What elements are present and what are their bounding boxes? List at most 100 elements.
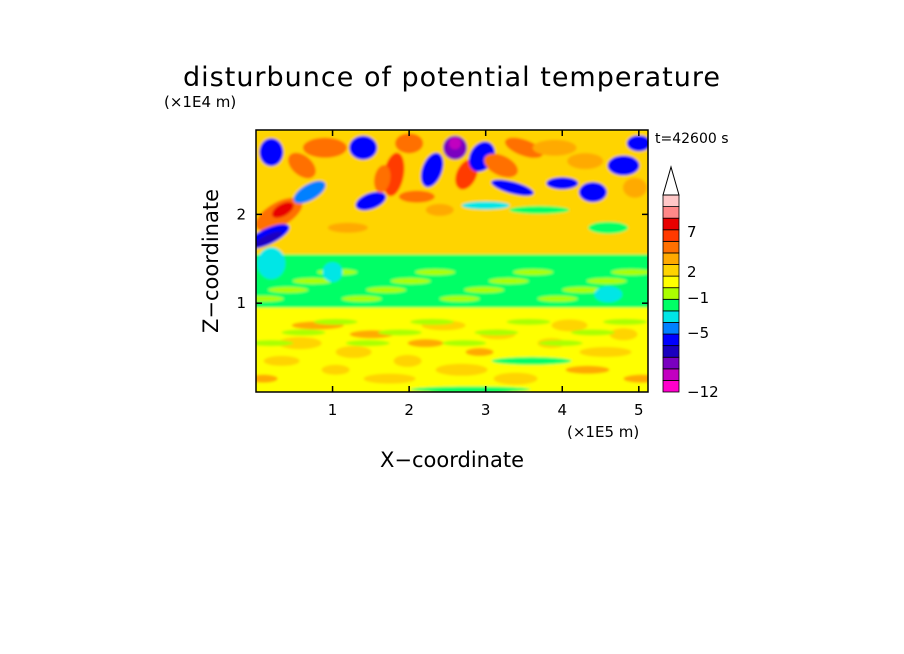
contour-patch — [293, 180, 326, 204]
contour-patch — [321, 364, 350, 375]
colorbar-swatch — [662, 287, 680, 300]
contour-patch — [579, 347, 632, 358]
contour-patch — [532, 139, 577, 156]
contour-patch — [377, 329, 422, 336]
contour-patch — [588, 221, 629, 234]
contour-patch — [393, 354, 422, 367]
x-unit-label: (×1E5 m) — [567, 423, 639, 441]
contour-patch — [277, 337, 322, 350]
contour-patch — [425, 203, 454, 216]
x-axis: 1 2 3 4 5 — [328, 130, 644, 419]
contour-patch — [256, 295, 284, 302]
contour-patch — [491, 356, 572, 365]
colorbar-swatch — [662, 264, 680, 277]
contour-patch — [259, 138, 284, 167]
contour-patch — [415, 269, 456, 276]
time-label: t=42600 s — [655, 131, 729, 147]
x-tick-label: 4 — [557, 401, 567, 419]
contour-patch — [623, 374, 648, 383]
colorbar-swatch — [662, 194, 680, 207]
contour-patch — [546, 177, 579, 190]
contour-patch — [491, 179, 534, 196]
contour-patch — [302, 137, 347, 158]
contour-patch — [562, 286, 603, 293]
contour-patch — [398, 190, 435, 203]
contour-patch — [622, 177, 647, 198]
contour-patch — [327, 222, 368, 233]
colorbar-swatch — [662, 368, 680, 381]
y-unit-label: (×1E4 m) — [164, 93, 236, 111]
contour-patch — [449, 137, 462, 150]
contour-patch — [374, 164, 391, 193]
contour-patch — [257, 247, 286, 280]
colorbar-label: −5 — [687, 324, 709, 342]
contour-patch — [363, 373, 416, 384]
contour-patch — [493, 372, 538, 385]
x-tick-label: 2 — [404, 401, 414, 419]
contour-patch — [420, 152, 444, 188]
colorbar-swatch — [662, 206, 680, 219]
contour-patch — [488, 277, 529, 284]
y-axis: 12 — [236, 205, 648, 312]
colorbar-swatch — [662, 322, 680, 335]
y-axis-label: Z−coordinate — [199, 189, 223, 333]
contour-patch — [271, 201, 294, 218]
colorbar-swatch — [662, 345, 680, 358]
contour-patch — [410, 318, 455, 325]
colorbar-arrow — [662, 165, 680, 196]
contour-patch — [341, 295, 382, 302]
colorbar-swatch — [662, 229, 680, 242]
contour-patch — [256, 340, 294, 347]
contour-patch — [509, 205, 570, 214]
colorbar-label: 7 — [687, 223, 697, 241]
contour-patch — [586, 277, 627, 284]
x-tick-label: 1 — [328, 401, 338, 419]
x-tick-label: 3 — [481, 401, 491, 419]
contour-patch — [439, 295, 480, 302]
contour-patch — [349, 135, 378, 160]
contour-patch — [465, 348, 494, 357]
contour-field — [256, 130, 648, 392]
contour-patch — [461, 201, 510, 210]
x-tick-label: 5 — [634, 401, 644, 419]
colorbar-swatch — [662, 310, 680, 323]
contour-patch — [256, 231, 283, 247]
contour-patch — [442, 340, 487, 347]
contour-patch — [513, 269, 554, 276]
colorbar-label: 2 — [687, 263, 697, 281]
contour-patch — [407, 339, 444, 348]
contour-patch — [355, 191, 387, 211]
contour-patch — [345, 340, 390, 347]
colorbar-swatch — [662, 298, 680, 312]
colorbar-swatch — [662, 275, 680, 289]
contour-patch — [268, 286, 309, 293]
contour-patch — [565, 365, 610, 374]
contour-patch — [607, 155, 640, 176]
colorbar: −12−5−127 — [662, 165, 719, 401]
contour-patch — [578, 182, 607, 203]
contour-patch — [609, 328, 638, 341]
plot-area — [256, 130, 648, 392]
contour-patch — [410, 386, 531, 392]
colorbar-label: −12 — [687, 383, 719, 401]
contour-patch — [594, 286, 623, 303]
colorbar-label: −1 — [687, 289, 709, 307]
colorbar-swatch — [662, 252, 680, 265]
contour-patch — [504, 137, 543, 158]
x-axis-label: X−coordinate — [380, 448, 524, 472]
contour-patch — [506, 318, 551, 325]
contour-patch — [256, 374, 278, 383]
contour-patch — [390, 277, 431, 284]
plot-frame — [255, 129, 649, 393]
colorbar-swatch — [662, 380, 680, 393]
y-tick-label: 2 — [236, 205, 246, 223]
contour-patch — [538, 340, 583, 347]
contour-patch — [484, 153, 518, 178]
contour-patch — [288, 152, 316, 179]
contour-patch — [474, 329, 519, 336]
contour-patch — [611, 269, 648, 276]
y-tick-label: 1 — [236, 294, 246, 312]
contour-patch — [322, 262, 343, 283]
contour-patch — [335, 346, 372, 359]
